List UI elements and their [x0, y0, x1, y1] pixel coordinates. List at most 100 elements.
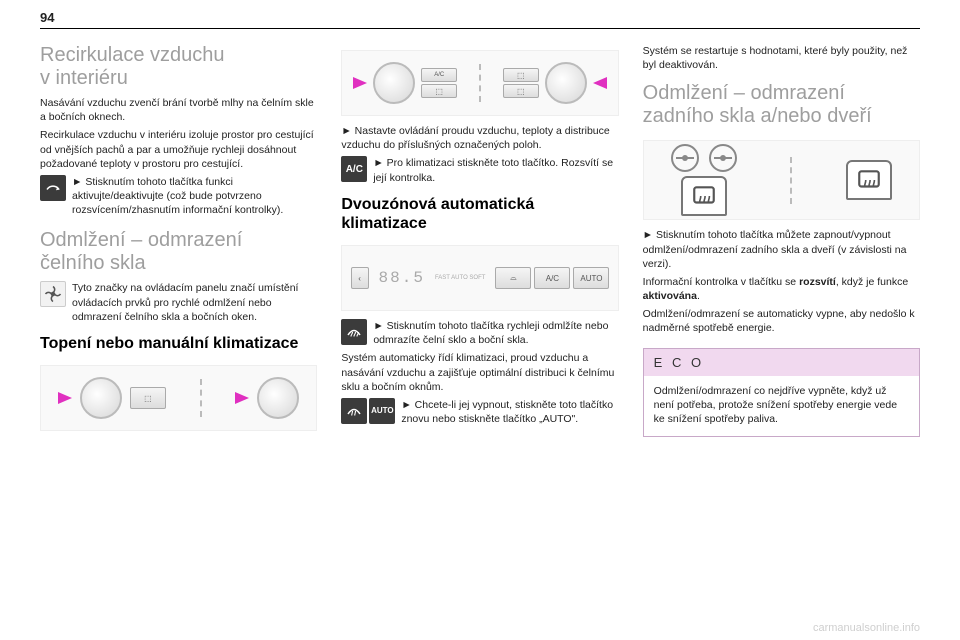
- bullet-text: Stisknutím tohoto tlačítka můžete zapnou…: [643, 229, 907, 269]
- text-bold: aktivována: [643, 290, 697, 302]
- figure-rear-defrost: [643, 140, 920, 220]
- mode-label: FAST AUTO SOFT: [435, 275, 485, 281]
- figure-right-group: [846, 160, 892, 200]
- page-number: 94: [40, 10, 54, 25]
- ac-icon: A/C: [341, 156, 367, 182]
- eco-label: E C O: [644, 349, 919, 376]
- panel-button-icon: ⬚: [503, 68, 539, 82]
- paragraph: Nastavte ovládání proudu vzduchu, teplot…: [341, 124, 618, 152]
- icon-text: Stisknutím tohoto tlačítka funkci aktivu…: [72, 175, 317, 218]
- knob-icon: [373, 62, 415, 104]
- bullet-text: Stisknutím tohoto tlačítka funkci aktivu…: [72, 176, 283, 216]
- panel-button-stack: ⬚ ⬚: [503, 68, 539, 98]
- heading-dual-zone: Dvouzónová automatická klimatizace: [341, 195, 618, 233]
- figure-divider: [790, 157, 792, 204]
- panel-button-group: ⌓ A/C AUTO: [495, 267, 609, 289]
- recirculation-icon: [40, 175, 66, 201]
- heading-rear-defrost: Odmlžení – odmrazení zadního skla a/nebo…: [643, 82, 920, 128]
- figure-left-group: ⬚: [58, 377, 166, 419]
- text-fragment: tlačítko „AUTO".: [503, 413, 578, 425]
- magenta-arrow-icon: [593, 77, 607, 89]
- heading-manual-ac: Topení nebo manuální klimatizace: [40, 334, 317, 353]
- double-icon: AUTO: [341, 398, 395, 424]
- paragraph: Systém automaticky řídí klimatizaci, pro…: [341, 351, 618, 394]
- paragraph: Informační kontrolka v tlačítku se rozsv…: [643, 275, 920, 303]
- text-fragment: .: [697, 290, 700, 302]
- steering-pair: [671, 144, 737, 172]
- figure-right-group: ⬚ ⬚: [503, 62, 607, 104]
- icon-paragraph-ac: A/C Pro klimatizaci stiskněte toto tlačí…: [341, 156, 618, 184]
- auto-icon: AUTO: [369, 398, 395, 424]
- eco-text: Odmlžení/odmrazení co nejdříve vypněte, …: [644, 376, 919, 437]
- figure-divider: [200, 379, 202, 417]
- figure-right-group: [235, 377, 299, 419]
- knob-icon: [80, 377, 122, 419]
- heading-line: čelního skla: [40, 252, 146, 274]
- figure-manual-ac-panel: ⬚: [40, 365, 317, 431]
- figure-left-group: A/C ⬚: [353, 62, 457, 104]
- icon-text: Stisknutím tohoto tlačítka rychleji odml…: [373, 319, 618, 347]
- windshield-defrost-icon: [341, 319, 367, 345]
- heading-line: Odmlžení – odmrazení: [643, 82, 845, 104]
- panel-button-icon: ⬚: [130, 387, 166, 409]
- magenta-arrow-icon: [58, 392, 72, 404]
- magenta-arrow-icon: [235, 392, 249, 404]
- display-digits: 88.5: [379, 269, 425, 287]
- manual-page: 94 Recirkulace vzduchu v interiéru Nasáv…: [0, 0, 960, 640]
- heading-line: Odmlžení – odmrazení: [40, 229, 242, 251]
- defrost-svg: [345, 323, 363, 341]
- heading-defrost-front: Odmlžení – odmrazení čelního skla: [40, 229, 317, 275]
- heading-recirculation: Recirkulace vzduchu v interiéru: [40, 44, 317, 90]
- icon-text: Chcete-li jej vypnout, stiskněte toto tl…: [401, 398, 618, 426]
- rear-window-defrost-icon: [681, 176, 727, 216]
- text-bold: rozsvítí: [799, 276, 836, 288]
- column-1: Recirkulace vzduchu v interiéru Nasávání…: [40, 44, 317, 604]
- panel-button-icon: A/C: [421, 68, 457, 82]
- paragraph: Odmlžení/odmrazení se automaticky vypne,…: [643, 307, 920, 335]
- panel-button-icon: ⬚: [421, 84, 457, 98]
- figure-dual-zone-panel: ‹ 88.5 FAST AUTO SOFT ⌓ A/C AUTO: [341, 245, 618, 311]
- fan-svg: [44, 285, 62, 303]
- bullet-text: Nastavte ovládání proudu vzduchu, teplot…: [341, 125, 609, 151]
- text-fragment: Informační kontrolka v tlačítku se: [643, 276, 799, 288]
- watermark: carmanualsonline.info: [813, 622, 920, 634]
- icon-paragraph-fast-defrost: Stisknutím tohoto tlačítka rychleji odml…: [341, 319, 618, 347]
- figure-ac-panel-top: A/C ⬚ ⬚ ⬚: [341, 50, 618, 116]
- column-2: A/C ⬚ ⬚ ⬚ Nastavte ovládání proudu vzduc…: [341, 44, 618, 604]
- panel-button-icon: ‹: [351, 267, 369, 289]
- paragraph: Recirkulace vzduchu v interiéru izoluje …: [40, 128, 317, 171]
- steering-wheel-icon: [709, 144, 737, 172]
- panel-button-icon: ⬚: [503, 84, 539, 98]
- knob-icon: [257, 377, 299, 419]
- defrost-mark-icon: [40, 281, 66, 307]
- bullet-text: Pro klimatizaci stiskněte toto tlačítko.…: [373, 157, 613, 183]
- heading-line: zadního skla a/nebo dveří: [643, 105, 872, 127]
- column-3: Systém se restartuje s hodnotami, které …: [643, 44, 920, 604]
- recirc-svg: [44, 179, 62, 197]
- panel-button-stack: A/C ⬚: [421, 68, 457, 98]
- rear-window-defrost-icon: [846, 160, 892, 200]
- icon-paragraph-recirc: Stisknutím tohoto tlačítka funkci aktivu…: [40, 175, 317, 218]
- paragraph: Stisknutím tohoto tlačítka můžete zapnou…: [643, 228, 920, 271]
- steering-wheel-icon: [671, 144, 699, 172]
- magenta-arrow-icon: [353, 77, 367, 89]
- top-rule: [40, 28, 920, 29]
- panel-button-icon: AUTO: [573, 267, 609, 289]
- paragraph: Systém se restartuje s hodnotami, které …: [643, 44, 920, 72]
- heading-line: v interiéru: [40, 67, 128, 89]
- panel-button-icon: ⌓: [495, 267, 531, 289]
- figure-divider: [479, 64, 481, 102]
- icon-text: Pro klimatizaci stiskněte toto tlačítko.…: [373, 156, 618, 184]
- knob-icon: [545, 62, 587, 104]
- icon-paragraph-defrost-marks: Tyto značky na ovládacím panelu značí um…: [40, 281, 317, 324]
- text-fragment: , když je funkce: [836, 276, 908, 288]
- paragraph: Nasávání vzduchu zvenčí brání tvorbě mlh…: [40, 96, 317, 124]
- icon-paragraph-auto-off: AUTO Chcete-li jej vypnout, stiskněte to…: [341, 398, 618, 426]
- bullet-text: Stisknutím tohoto tlačítka rychleji odml…: [373, 320, 608, 346]
- icon-text: Tyto značky na ovládacím panelu značí um…: [72, 281, 317, 324]
- eco-note-box: E C O Odmlžení/odmrazení co nejdříve vyp…: [643, 348, 920, 438]
- column-layout: Recirkulace vzduchu v interiéru Nasávání…: [40, 44, 920, 604]
- windshield-defrost-icon: [341, 398, 367, 424]
- heading-line: Recirkulace vzduchu: [40, 44, 225, 66]
- panel-button-icon: A/C: [534, 267, 570, 289]
